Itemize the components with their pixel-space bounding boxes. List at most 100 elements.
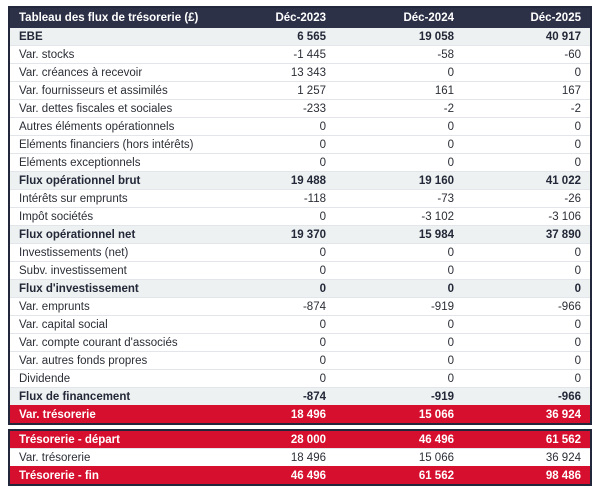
row-label: Var. dettes fiscales et sociales (9, 99, 207, 118)
row-value: -919 (335, 387, 463, 406)
row-value: 0 (207, 153, 335, 172)
row-value: 18 496 (207, 405, 335, 424)
table-row: Trésorerie - fin 46 496 61 562 98 486 (9, 466, 591, 485)
row-value: 0 (463, 315, 591, 334)
row-label: Flux de financement (9, 387, 207, 406)
cash-flow-table: Tableau des flux de trésorerie (£) Déc-2… (8, 6, 592, 425)
row-value: -874 (207, 387, 335, 406)
table-row: Var. compte courant d'associés 0 0 0 (9, 333, 591, 352)
row-value: 0 (207, 351, 335, 370)
row-label: Flux d'investissement (9, 279, 207, 298)
row-value: 15 066 (335, 405, 463, 424)
table-header-row: Tableau des flux de trésorerie (£) Déc-2… (9, 7, 591, 28)
row-value: 0 (207, 279, 335, 298)
row-value: 0 (335, 243, 463, 262)
row-value: 0 (207, 207, 335, 226)
table-title: Tableau des flux de trésorerie (£) (9, 7, 207, 28)
row-label: Flux opérationnel net (9, 225, 207, 244)
row-label: Trésorerie - fin (9, 466, 207, 485)
table-row: Var. fournisseurs et assimilés 1 257 161 16… (9, 81, 591, 100)
row-label: Dividende (9, 369, 207, 388)
table-row: Investissements (net) 0 0 0 (9, 243, 591, 262)
table-row: Dividende 0 0 0 (9, 369, 591, 388)
row-value: 19 058 (335, 28, 463, 46)
row-value: 0 (463, 261, 591, 280)
row-value: -1 445 (207, 45, 335, 64)
table-row: Intérêts sur emprunts -118 -73 -26 (9, 189, 591, 208)
table-row: Var. autres fonds propres 0 0 0 (9, 351, 591, 370)
row-value: 98 486 (463, 466, 591, 485)
row-value: 0 (463, 279, 591, 298)
row-value: -966 (463, 297, 591, 316)
row-value: -874 (207, 297, 335, 316)
row-value: 41 022 (463, 171, 591, 190)
row-value: 36 924 (463, 448, 591, 467)
row-label: EBE (9, 28, 207, 46)
table-row: Var. dettes fiscales et sociales -233 -2 -2 (9, 99, 591, 118)
row-value: 0 (335, 351, 463, 370)
row-value: 13 343 (207, 63, 335, 82)
row-value: 0 (463, 243, 591, 262)
row-label: Var. capital social (9, 315, 207, 334)
row-value: 0 (335, 333, 463, 352)
table-row: Var. trésorerie 18 496 15 066 36 924 (9, 448, 591, 467)
row-value: 19 370 (207, 225, 335, 244)
row-label: Eléments exceptionnels (9, 153, 207, 172)
row-value: 0 (207, 135, 335, 154)
table-row: Var. trésorerie 18 496 15 066 36 924 (9, 405, 591, 424)
row-value: -3 102 (335, 207, 463, 226)
row-label: Autres éléments opérationnels (9, 117, 207, 136)
row-value: 0 (335, 279, 463, 298)
row-label: Investissements (net) (9, 243, 207, 262)
table-row: Autres éléments opérationnels 0 0 0 (9, 117, 591, 136)
row-value: 36 924 (463, 405, 591, 424)
row-label: Var. trésorerie (9, 448, 207, 467)
table-row: Var. créances à recevoir 13 343 0 0 (9, 63, 591, 82)
row-value: 37 890 (463, 225, 591, 244)
row-label: Eléments financiers (hors intérêts) (9, 135, 207, 154)
table-row: Flux opérationnel brut 19 488 19 160 41 022 (9, 171, 591, 190)
row-value: 0 (463, 117, 591, 136)
row-value: 61 562 (463, 430, 591, 449)
row-label: Flux opérationnel brut (9, 171, 207, 190)
row-value: 0 (463, 351, 591, 370)
row-value: 46 496 (335, 430, 463, 449)
row-label: Var. autres fonds propres (9, 351, 207, 370)
row-value: -73 (335, 189, 463, 208)
table-row: Subv. investissement 0 0 0 (9, 261, 591, 280)
row-value: -118 (207, 189, 335, 208)
row-value: 0 (207, 261, 335, 280)
table-row: Var. stocks -1 445 -58 -60 (9, 45, 591, 64)
row-value: -60 (463, 45, 591, 64)
column-header-dec-2025: Déc-2025 (463, 7, 591, 28)
table-row: Eléments exceptionnels 0 0 0 (9, 153, 591, 172)
row-label: Intérêts sur emprunts (9, 189, 207, 208)
row-label: Var. compte courant d'associés (9, 333, 207, 352)
row-value: 40 917 (463, 28, 591, 46)
row-value: -58 (335, 45, 463, 64)
row-value: 0 (463, 153, 591, 172)
row-value: 0 (335, 117, 463, 136)
row-value: 1 257 (207, 81, 335, 100)
row-value: 28 000 (207, 430, 335, 449)
table-row: Flux d'investissement 0 0 0 (9, 279, 591, 298)
row-label: Var. stocks (9, 45, 207, 64)
table-row: EBE 6 565 19 058 40 917 (9, 28, 591, 46)
row-label: Impôt sociétés (9, 207, 207, 226)
row-value: -26 (463, 189, 591, 208)
row-value: 19 160 (335, 171, 463, 190)
row-label: Var. emprunts (9, 297, 207, 316)
column-header-dec-2024: Déc-2024 (335, 7, 463, 28)
row-value: 19 488 (207, 171, 335, 190)
row-value: -919 (335, 297, 463, 316)
row-label: Subv. investissement (9, 261, 207, 280)
row-label: Var. créances à recevoir (9, 63, 207, 82)
row-value: 0 (463, 135, 591, 154)
row-value: 0 (207, 117, 335, 136)
row-label: Var. trésorerie (9, 405, 207, 424)
row-label: Trésorerie - départ (9, 430, 207, 449)
row-value: 61 562 (335, 466, 463, 485)
row-value: 0 (335, 369, 463, 388)
row-value: -233 (207, 99, 335, 118)
